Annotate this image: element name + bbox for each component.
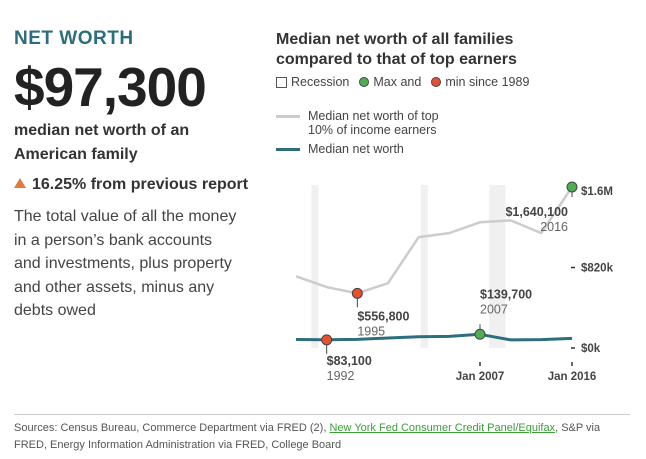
legend-median-label: Median net worth — [308, 142, 404, 156]
change-indicator: 16.25% from previous report — [14, 173, 254, 197]
legend-markers: Recession Max and min since 1989 — [276, 75, 529, 89]
chart-title: Median net worth of all families compare… — [276, 31, 517, 68]
sources-suffix: , S&P via FRED, Energy Information Admin… — [14, 422, 601, 451]
change-text: 16.25% from previous report — [32, 176, 249, 193]
up-arrow-icon — [14, 178, 26, 188]
annotation-value: $139,700 — [480, 287, 532, 301]
recession-band — [311, 185, 319, 348]
annotation-year: 2016 — [540, 220, 568, 234]
annotation-year: 1992 — [327, 369, 355, 383]
annotation-value: $83,100 — [327, 354, 372, 368]
headline-subhead: median net worth of an American family — [14, 122, 190, 163]
x-tick-label: Jan 2016 — [548, 371, 597, 383]
max-point-2016 — [566, 181, 578, 193]
recession-band — [489, 185, 506, 348]
top10-swatch-icon — [276, 115, 300, 118]
min-point-1992 — [321, 334, 333, 346]
min-point-1995 — [351, 287, 363, 299]
legend-top10: Median net worth of top 10% of income ea… — [276, 109, 458, 137]
equifax-link[interactable]: New York Fed Consumer Credit Panel/Equif… — [329, 422, 556, 434]
legend-recession-label: Recession — [291, 75, 350, 89]
headline-panel: NET WORTH $97,300 median net worth of an… — [14, 28, 254, 323]
section-kicker: NET WORTH — [14, 28, 134, 49]
y-tick-label: $820k — [581, 263, 614, 275]
headline-value: $97,300 — [14, 56, 207, 118]
legend-median: Median net worth — [276, 142, 404, 156]
median-swatch-icon — [276, 148, 300, 151]
max-point-2007 — [474, 328, 486, 340]
annotation-value: $556,800 — [357, 309, 409, 323]
min-dot-icon — [431, 77, 442, 87]
legend-min-label: min since 1989 — [445, 75, 530, 89]
headline-description: The total value of all the money in a pe… — [14, 208, 237, 319]
y-tick-label: $1.6M — [581, 186, 613, 198]
max-dot-icon — [359, 77, 370, 87]
sources-prefix: Sources: Census Bureau, Commerce Departm… — [14, 422, 330, 434]
legend-max-label: Max and — [373, 75, 422, 89]
sources-footer: Sources: Census Bureau, Commerce Departm… — [14, 414, 630, 454]
legend-top10-label: Median net worth of top 10% of income ea… — [308, 109, 439, 137]
top10-line — [295, 186, 574, 295]
median-line — [295, 332, 573, 342]
annotation-value: $1,640,100 — [505, 205, 568, 219]
x-tick-label: Jan 2007 — [456, 371, 505, 383]
annotation-year: 1995 — [357, 324, 385, 338]
y-tick-label: $0k — [581, 343, 601, 355]
recession-band — [420, 185, 428, 348]
recession-swatch-icon — [276, 76, 287, 88]
annotation-year: 2007 — [480, 302, 508, 316]
